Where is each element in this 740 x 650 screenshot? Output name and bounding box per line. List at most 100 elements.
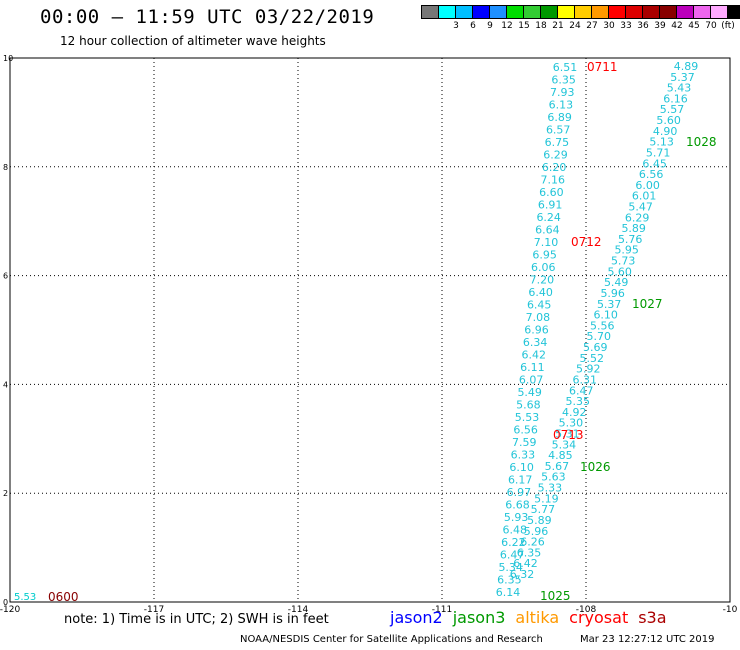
- wave-height-value: 6.13: [549, 99, 574, 112]
- wave-height-value: 7.20: [530, 274, 555, 287]
- wave-height-value: 5.49: [517, 386, 542, 399]
- wave-height-value: 6.35: [497, 574, 522, 587]
- wave-height-value: 6.68: [505, 499, 530, 512]
- wave-height-value: 6.11: [520, 361, 545, 374]
- legend-satellite-jason3: jason3: [452, 608, 506, 627]
- wave-height-value: 5.76: [618, 233, 643, 246]
- wave-height-value: 6.42: [513, 557, 538, 570]
- wave-height-value: 5.37: [597, 298, 622, 311]
- wave-height-value: 5.49: [604, 276, 629, 289]
- satellite-legend: jason2 jason3 altika cryosat s3a: [390, 608, 667, 627]
- wave-height-value: 6.14: [496, 586, 521, 599]
- legend-satellite-cryosat: cryosat: [569, 608, 629, 627]
- wave-height-value: 5.35: [566, 395, 591, 408]
- wave-height-value: 5.56: [590, 319, 615, 332]
- y-tick-label: 0: [3, 598, 8, 607]
- wave-height-value: 5.95: [614, 244, 639, 257]
- x-tick-label: -10: [723, 605, 738, 615]
- color-scale-label: 12: [501, 21, 513, 31]
- wave-height-value: 6.45: [642, 157, 667, 170]
- wave-height-value: 5.19: [534, 492, 559, 505]
- wave-height-value: 5.34: [498, 561, 523, 574]
- wave-height-value: 6.16: [663, 92, 688, 105]
- color-scale-label: 21: [552, 21, 564, 31]
- wave-height-value: 5.68: [516, 399, 541, 412]
- wave-height-value: 7.08: [526, 311, 551, 324]
- color-scale-label: 45: [688, 21, 700, 31]
- wave-height-value: 7.16: [541, 174, 566, 187]
- altimeter-tracks: 6.516.357.936.136.896.576.756.296.207.16…: [496, 60, 699, 599]
- time-label-1025: 1025: [540, 589, 571, 603]
- wave-height-value: 6.51: [553, 61, 578, 74]
- wave-height-value: 5.89: [621, 222, 646, 235]
- wave-height-value: 6.10: [593, 309, 618, 322]
- color-swatch: [727, 5, 740, 19]
- color-scale-label: 70: [705, 21, 717, 31]
- wave-height-value: 5.30: [559, 417, 584, 430]
- wave-height-value: 6.20: [542, 161, 567, 174]
- color-scale-label: 15: [518, 21, 530, 31]
- wave-height-value: 6.32: [510, 568, 535, 581]
- wave-height-value: 6.56: [513, 424, 538, 437]
- wave-height-value: 6.35: [551, 74, 576, 87]
- wave-height-value: 6.47: [569, 384, 594, 397]
- note-text: note: 1) Time is in UTC; 2) SWH is in fe…: [64, 612, 329, 627]
- wave-height-value: 5.92: [576, 363, 601, 376]
- x-tick-label: -114: [288, 605, 309, 615]
- wave-height-value: 6.56: [639, 168, 664, 181]
- time-label-1027: 1027: [632, 297, 663, 311]
- color-scale-label: (ft): [721, 21, 735, 31]
- wave-height-value: 5.60: [607, 265, 632, 278]
- color-scale-label: 39: [654, 21, 666, 31]
- wave-height-value: 6.29: [625, 211, 650, 224]
- x-tick-label: -108: [576, 605, 597, 615]
- time-label-0713: 0713: [553, 428, 584, 442]
- x-tick-label: -111: [432, 605, 452, 615]
- wave-height-value: 6.24: [536, 211, 561, 224]
- wave-height-value: 6.34: [523, 336, 548, 349]
- wave-height-value: 6.89: [547, 111, 572, 124]
- y-tick-label: 6: [3, 272, 8, 281]
- wave-height-value: 6.95: [532, 249, 557, 262]
- wave-height-value: 5.31: [555, 428, 580, 441]
- wave-height-value: 6.47: [500, 549, 525, 562]
- wave-height-value: 6.60: [539, 186, 564, 199]
- wave-height-value: 5.93: [504, 511, 529, 524]
- wave-height-value: 6.00: [635, 179, 660, 192]
- time-label-1026: 1026: [580, 460, 611, 474]
- legend-satellite-s3a: s3a: [638, 608, 667, 627]
- y-tick-label: 8: [3, 163, 8, 172]
- footer-date: Mar 23 12:27:12 UTC 2019: [580, 634, 715, 645]
- color-scale-label: 33: [620, 21, 632, 31]
- color-scale-label: 3: [453, 21, 459, 31]
- wave-height-value: 5.47: [628, 201, 653, 214]
- wave-height-value: 6.48: [503, 524, 528, 537]
- wave-height-value: 6.40: [528, 286, 553, 299]
- wave-height-value: 5.96: [600, 287, 625, 300]
- y-axis-ticks: 0 2 4 6 8 10: [3, 54, 13, 607]
- wave-height-value: 4.92: [562, 406, 587, 419]
- x-tick-label: -117: [144, 605, 164, 615]
- wave-height-value: 5.33: [538, 482, 563, 495]
- wave-height-value: 5.70: [587, 330, 612, 343]
- wave-height-value: 6.96: [524, 324, 549, 337]
- x-tick-label: -120: [0, 605, 20, 615]
- wave-height-value: 6.22: [501, 536, 526, 549]
- grid-lines: [10, 58, 730, 602]
- wave-height-value: 5.96: [524, 525, 549, 538]
- wave-height-value: 6.91: [538, 199, 563, 212]
- value-label-553: 5.53: [14, 592, 36, 603]
- wave-height-value: 6.17: [508, 474, 533, 487]
- wave-height-value: 5.34: [552, 438, 577, 451]
- wave-height-value: 5.77: [531, 503, 556, 516]
- color-scale-label: 42: [671, 21, 683, 31]
- wave-height-value: 6.06: [531, 261, 556, 274]
- wave-height-value: 5.63: [541, 471, 566, 484]
- wave-height-value: 5.67: [545, 460, 570, 473]
- color-scale-label: 6: [470, 21, 476, 31]
- time-label-1028: 1028: [686, 135, 717, 149]
- wave-height-value: 6.64: [535, 224, 560, 237]
- page-title: 00:00 – 11:59 UTC 03/22/2019: [40, 6, 375, 28]
- color-scale-label: 24: [569, 21, 581, 31]
